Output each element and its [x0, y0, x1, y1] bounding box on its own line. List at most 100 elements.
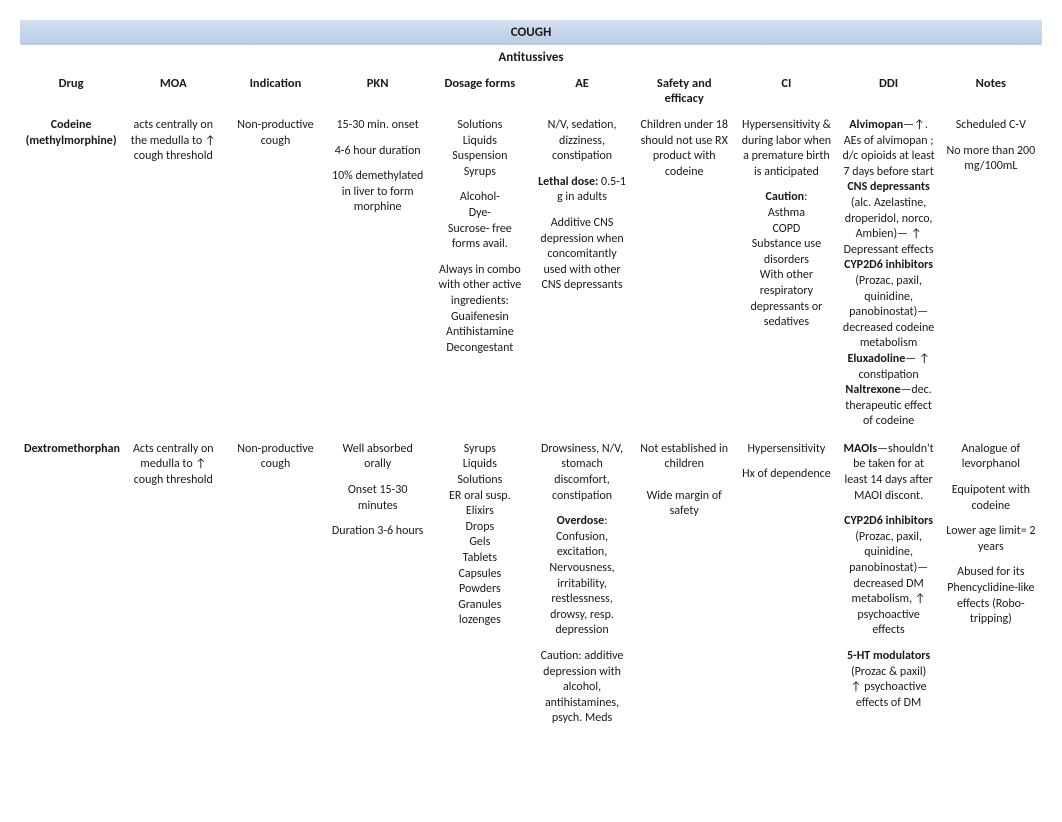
ddi-label: Eluxadoline — [847, 352, 905, 366]
dosage-item: Syrups Liquids Solutions ER oral susp. E… — [433, 442, 527, 629]
ci-item: Hx of dependence — [739, 467, 833, 483]
ae-text: Drowsiness, N/V, stomach discomfort, con… — [541, 442, 623, 503]
pkn-item: 15-30 min. onset — [331, 118, 425, 134]
ae-text: Caution: additive depression with alcoho… — [541, 649, 624, 725]
pkn-item: Well absorbed orally — [331, 442, 425, 473]
page-subtitle: Antitussives — [498, 50, 563, 65]
ddi-item: Eluxadoline— ↑ constipation — [842, 352, 936, 383]
ci-item: Caution: Asthma COPD Substance use disor… — [739, 190, 833, 330]
ci-text: Hx of dependence — [742, 467, 831, 481]
table-row: DextromethorphanActs centrally on medull… — [20, 436, 1042, 733]
drug-subname: (methylmorphine) — [24, 134, 118, 150]
col-pkn: PKN — [327, 70, 429, 112]
pkn-item: 4-6 hour duration — [331, 144, 425, 160]
cell-drug: Dextromethorphan — [20, 436, 122, 733]
cell-moa: Acts centrally on medulla to ↑ cough thr… — [122, 436, 224, 733]
ae-item: Caution: additive depression with alcoho… — [535, 649, 629, 727]
cell-indication: Non-productive cough — [224, 436, 326, 733]
cell-indication: Non-productive cough — [224, 112, 326, 436]
ddi-item: Alvimopan—↑. AEs of alvimopan ; d/c opio… — [842, 118, 936, 180]
ae-item: Additive CNS depression when concomitant… — [535, 216, 629, 294]
dosage-item: Alcohol- Dye- Sucrose- free forms avail. — [433, 190, 527, 252]
cell-ae: N/V, sedation, dizziness, constipation Le… — [531, 112, 633, 436]
cell-drug: Codeine(methylmorphine) — [20, 112, 122, 436]
drug-name: Dextromethorphan — [24, 442, 118, 458]
cell-safety: Children under 18 should not use RX prod… — [633, 112, 735, 436]
cell-pkn: 15-30 min. onset 4-6 hour duration 10% dem… — [327, 112, 429, 436]
col-indication: Indication — [224, 70, 326, 112]
cell-notes: Scheduled C-V No more than 200 mg/100mL — [940, 112, 1042, 436]
ddi-label: CYP2D6 inhibitors — [844, 258, 933, 272]
col-drug: Drug — [20, 70, 122, 112]
ci-text: Hypersensitivity & during labor when a p… — [742, 118, 831, 179]
cell-pkn: Well absorbed orally Onset 15-30 minutes D… — [327, 436, 429, 733]
col-ci: CI — [735, 70, 837, 112]
cell-ae: Drowsiness, N/V, stomach discomfort, con… — [531, 436, 633, 733]
ddi-text: (alc. Azelastine, droperidol, norco, Amb… — [844, 196, 934, 257]
notes-item: Lower age limit= 2 years — [944, 524, 1038, 555]
ddi-text: (Prozac & paxil) ↑ psychoactive effects … — [851, 665, 927, 710]
cell-ddi: Alvimopan—↑. AEs of alvimopan ; d/c opio… — [838, 112, 940, 436]
cell-notes: Analogue of levorphanol Equipotent with c… — [940, 436, 1042, 733]
drug-table: Drug MOA Indication PKN Dosage forms AE … — [20, 70, 1042, 733]
cell-dosage: Syrups Liquids Solutions ER oral susp. E… — [429, 436, 531, 733]
ae-item: Lethal dose: 0.5-1 g in adults — [535, 175, 629, 206]
ddi-item: CYP2D6 inhibitors (Prozac, paxil, quinid… — [842, 258, 936, 352]
cell-moa: acts centrally on the medulla to ↑ cough… — [122, 112, 224, 436]
ddi-item: CYP2D6 inhibitors (Prozac, paxil, quinid… — [842, 514, 936, 639]
ddi-item: Naltrexone—dec. therapeutic effect of co… — [842, 383, 936, 430]
title-bar: COUGH — [20, 20, 1042, 45]
ci-item: Hypersensitivity — [739, 442, 833, 458]
ddi-label: CYP2D6 inhibitors — [844, 514, 933, 528]
col-safety: Safety and efficacy — [633, 70, 735, 112]
ae-label: Overdose — [557, 514, 605, 528]
cell-dosage: Solutions Liquids Suspension Syrups Alcoh… — [429, 112, 531, 436]
dosage-item: Always in combo with other active ingred… — [433, 263, 527, 357]
col-moa: MOA — [122, 70, 224, 112]
ae-item: N/V, sedation, dizziness, constipation — [535, 118, 629, 165]
ae-item: Overdose: Confusion, excitation, Nervous… — [535, 514, 629, 639]
pkn-item: Onset 15-30 minutes — [331, 483, 425, 514]
cell-ci: Hypersensitivity & during labor when a p… — [735, 112, 837, 436]
ddi-text: (Prozac, paxil, quinidine, panobinostat)… — [849, 530, 928, 638]
col-ae: AE — [531, 70, 633, 112]
notes-item: Scheduled C-V — [944, 118, 1038, 134]
pkn-item: 10% demethylated in liver to form morphi… — [331, 169, 425, 216]
ci-text: Hypersensitivity — [747, 442, 825, 456]
ddi-label: Alvimopan — [849, 118, 903, 132]
cell-safety: Not established in children Wide margin … — [633, 436, 735, 733]
ddi-item: CNS depressants (alc. Azelastine, droper… — [842, 180, 936, 258]
ci-item: Hypersensitivity & during labor when a p… — [739, 118, 833, 180]
ae-item: Drowsiness, N/V, stomach discomfort, con… — [535, 442, 629, 504]
ddi-item: 5-HT modulators (Prozac & paxil) ↑ psych… — [842, 649, 936, 711]
notes-item: Analogue of levorphanol — [944, 442, 1038, 473]
ddi-item: MAOIs—shouldn't be taken for at least 14… — [842, 442, 936, 504]
ae-text: Additive CNS depression when concomitant… — [540, 216, 623, 292]
col-ddi: DDI — [838, 70, 940, 112]
pkn-item: Duration 3-6 hours — [331, 524, 425, 540]
ddi-label: MAOIs — [843, 442, 877, 456]
ddi-text: (Prozac, paxil, quinidine, panobinostat)… — [843, 274, 934, 350]
page-title: COUGH — [511, 25, 552, 40]
cell-ddi: MAOIs—shouldn't be taken for at least 14… — [838, 436, 940, 733]
notes-item: Equipotent with codeine — [944, 483, 1038, 514]
header-row: Drug MOA Indication PKN Dosage forms AE … — [20, 70, 1042, 112]
drug-name: Codeine — [24, 118, 118, 134]
ddi-label: Naltrexone — [845, 383, 900, 397]
ci-text: : Asthma COPD Substance use disorders Wi… — [750, 190, 822, 329]
table-row: Codeine(methylmorphine)acts centrally on… — [20, 112, 1042, 436]
notes-item: Abused for its Phencyclidine-like effect… — [944, 565, 1038, 627]
ae-label: Lethal dose: — [538, 175, 598, 189]
ae-text: N/V, sedation, dizziness, constipation — [548, 118, 617, 163]
col-dosage: Dosage forms — [429, 70, 531, 112]
col-notes: Notes — [940, 70, 1042, 112]
subtitle-bar: Antitussives — [20, 45, 1042, 70]
ae-text: : Confusion, excitation, Nervousness, ir… — [549, 514, 614, 637]
cell-ci: Hypersensitivity Hx of dependence — [735, 436, 837, 733]
notes-item: No more than 200 mg/100mL — [944, 144, 1038, 175]
ddi-label: CNS depressants — [847, 180, 930, 194]
table-body: Codeine(methylmorphine)acts centrally on… — [20, 112, 1042, 733]
ci-label: Caution — [765, 190, 804, 204]
dosage-item: Solutions Liquids Suspension Syrups — [433, 118, 527, 180]
ddi-label: 5-HT modulators — [847, 649, 930, 663]
